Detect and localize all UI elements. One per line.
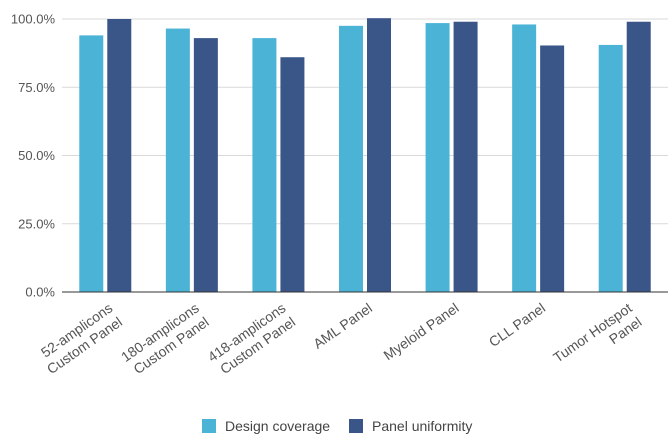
x-category-label-line: AML Panel <box>310 300 375 352</box>
bar-panel-uniformity <box>453 21 478 292</box>
legend-swatch <box>349 419 363 433</box>
legend-swatch <box>202 419 216 433</box>
x-category-label: AML Panel <box>310 300 375 352</box>
bar-design-coverage <box>425 23 450 292</box>
bar-panel-uniformity <box>107 19 132 292</box>
bar-panel-uniformity <box>193 38 218 292</box>
y-tick-label: 50.0% <box>18 148 55 163</box>
y-axis-tick-labels: 0.0% 25.0% 50.0% 75.0% 100.0% <box>11 12 56 300</box>
legend-item: Panel uniformity <box>349 418 472 434</box>
x-category-label: Myeloid Panel <box>380 300 461 364</box>
gridlines <box>62 18 668 225</box>
y-tick-label: 75.0% <box>18 80 55 95</box>
x-category-label: CLL Panel <box>486 300 548 350</box>
bars <box>79 18 651 293</box>
legend-item: Design coverage <box>202 418 330 434</box>
bar-design-coverage <box>79 35 104 292</box>
bar-panel-uniformity <box>367 18 391 292</box>
legend-label: Panel uniformity <box>372 418 472 434</box>
y-tick-label: 25.0% <box>18 216 55 231</box>
bar-panel-uniformity <box>540 45 565 292</box>
legend-label: Design coverage <box>225 418 330 434</box>
x-category-label-line: Myeloid Panel <box>380 300 461 364</box>
bar-design-coverage <box>339 25 363 292</box>
bar-design-coverage <box>165 28 190 293</box>
legend: Design coverage Panel uniformity <box>202 418 472 434</box>
y-tick-label: 100.0% <box>11 12 56 27</box>
bar-panel-uniformity <box>626 21 651 292</box>
y-tick-label: 0.0% <box>25 285 55 300</box>
bar-design-coverage <box>598 44 623 293</box>
bar-panel-uniformity <box>280 57 305 292</box>
bar-design-coverage <box>512 24 537 293</box>
bar-design-coverage <box>252 38 277 292</box>
x-category-label-line: CLL Panel <box>486 300 548 350</box>
